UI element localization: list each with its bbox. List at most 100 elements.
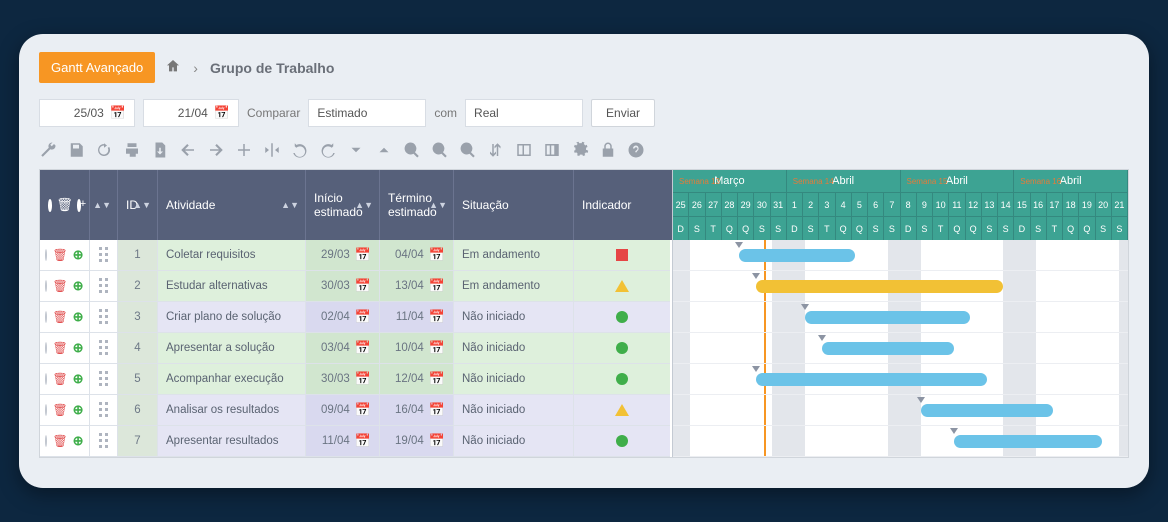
refresh-icon[interactable] [95,141,113,159]
row-delete-icon[interactable]: 🗑 [52,341,67,355]
drag-handle-icon[interactable] [99,340,109,356]
drag-handle-icon[interactable] [99,433,109,449]
header-id[interactable]: ID▲▼ [118,170,158,240]
header-indicator[interactable]: Indicador [574,170,670,240]
header-start[interactable]: Início estimado▲▼ [306,170,380,240]
table-row[interactable]: 🗑⊕4Apresentar a solução03/04 📅10/04 📅Não… [40,333,672,364]
cell-start[interactable]: 02/04 📅 [306,302,380,333]
gantt-bar[interactable] [756,373,987,386]
send-button[interactable]: Enviar [591,99,655,127]
gantt-bar[interactable] [756,280,1004,293]
row-add-icon[interactable]: ⊕ [73,309,84,325]
dow-header: S [689,216,705,240]
gantt-bar[interactable] [805,311,970,324]
row-delete-icon[interactable]: 🗑 [52,372,67,386]
row-add-icon[interactable]: ⊕ [73,371,84,387]
add-row-icon[interactable] [77,199,81,212]
zoom-out-icon[interactable] [431,141,449,159]
header-end[interactable]: Término estimado▲▼ [380,170,454,240]
gantt-bar[interactable] [739,249,855,262]
sort-icon[interactable] [487,141,505,159]
cell-end[interactable]: 12/04 📅 [380,364,454,395]
row-select-icon[interactable] [45,342,47,354]
cell-start[interactable]: 30/03 📅 [306,271,380,302]
lock-icon[interactable] [599,141,617,159]
redo-icon[interactable] [319,141,337,159]
table-row[interactable]: 🗑⊕3Criar plano de solução02/04 📅11/04 📅N… [40,302,672,333]
row-delete-icon[interactable]: 🗑 [52,310,67,324]
help-icon[interactable] [627,141,645,159]
cell-start[interactable]: 11/04 📅 [306,426,380,457]
compare-select[interactable]: Estimado [308,99,426,127]
cell-end[interactable]: 10/04 📅 [380,333,454,364]
row-select-icon[interactable] [45,404,47,416]
drag-handle-icon[interactable] [99,247,109,263]
cell-end[interactable]: 16/04 📅 [380,395,454,426]
date-from-input[interactable]: 25/03📅 [39,99,135,127]
row-select-icon[interactable] [45,249,47,261]
calendar-icon: 📅 [355,309,371,325]
wrench-icon[interactable] [39,141,57,159]
panel-icon[interactable] [515,141,533,159]
gear-icon[interactable] [571,141,589,159]
gantt-bar[interactable] [954,435,1103,448]
cell-start[interactable]: 09/04 📅 [306,395,380,426]
row-select-icon[interactable] [45,373,47,385]
cell-end[interactable]: 11/04 📅 [380,302,454,333]
with-select[interactable]: Real [465,99,583,127]
chevron-down-icon[interactable] [347,141,365,159]
row-delete-icon[interactable]: 🗑 [52,248,67,262]
select-all-icon[interactable] [48,199,52,212]
drag-handle-icon[interactable] [99,371,109,387]
row-select-icon[interactable] [45,280,47,292]
cell-end[interactable]: 04/04 📅 [380,240,454,271]
table-row[interactable]: 🗑⊕7Apresentar resultados11/04 📅19/04 📅Nã… [40,426,672,457]
row-delete-icon[interactable]: 🗑 [52,434,67,448]
row-select-icon[interactable] [45,311,47,323]
row-add-icon[interactable]: ⊕ [73,247,84,263]
columns-icon[interactable] [543,141,561,159]
cell-end[interactable]: 13/04 📅 [380,271,454,302]
row-delete-icon[interactable]: 🗑 [52,403,67,417]
table-row[interactable]: 🗑⊕2Estudar alternativas30/03 📅13/04 📅Em … [40,271,672,302]
drag-handle-icon[interactable] [99,278,109,294]
cell-start[interactable]: 03/04 📅 [306,333,380,364]
cell-start[interactable]: 30/03 📅 [306,364,380,395]
chevron-up-icon[interactable] [375,141,393,159]
zoom-in-icon[interactable] [403,141,421,159]
row-add-icon[interactable]: ⊕ [73,278,84,294]
gantt-bar[interactable] [822,342,954,355]
cell-activity: Apresentar a solução [158,333,306,364]
search-icon[interactable] [459,141,477,159]
cell-status: Não iniciado [454,364,574,395]
delete-all-icon[interactable]: 🗑 [56,197,73,213]
gantt-bar[interactable] [921,404,1053,417]
save-icon[interactable] [67,141,85,159]
row-add-icon[interactable]: ⊕ [73,340,84,356]
table-row[interactable]: 🗑⊕5Acompanhar execução30/03 📅12/04 📅Não … [40,364,672,395]
date-to-input[interactable]: 21/04📅 [143,99,239,127]
plus-icon[interactable] [235,141,253,159]
row-add-icon[interactable]: ⊕ [73,402,84,418]
home-icon[interactable] [165,58,181,77]
export-icon[interactable] [151,141,169,159]
arrow-left-icon[interactable] [179,141,197,159]
undo-icon[interactable] [291,141,309,159]
cell-start[interactable]: 29/03 📅 [306,240,380,271]
gantt-advanced-button[interactable]: Gantt Avançado [39,52,155,83]
header-status[interactable]: Situação [454,170,574,240]
gantt-row [673,395,1128,426]
print-icon[interactable] [123,141,141,159]
split-icon[interactable] [263,141,281,159]
header-activity[interactable]: Atividade▲▼ [158,170,306,240]
drag-handle-icon[interactable] [99,309,109,325]
row-delete-icon[interactable]: 🗑 [52,279,67,293]
arrow-right-icon[interactable] [207,141,225,159]
table-row[interactable]: 🗑⊕1Coletar requisitos29/03 📅04/04 📅Em an… [40,240,672,271]
day-header: 5 [852,192,868,216]
row-add-icon[interactable]: ⊕ [73,433,84,449]
row-select-icon[interactable] [45,435,47,447]
table-row[interactable]: 🗑⊕6Analisar os resultados09/04 📅16/04 📅N… [40,395,672,426]
drag-handle-icon[interactable] [99,402,109,418]
cell-end[interactable]: 19/04 📅 [380,426,454,457]
